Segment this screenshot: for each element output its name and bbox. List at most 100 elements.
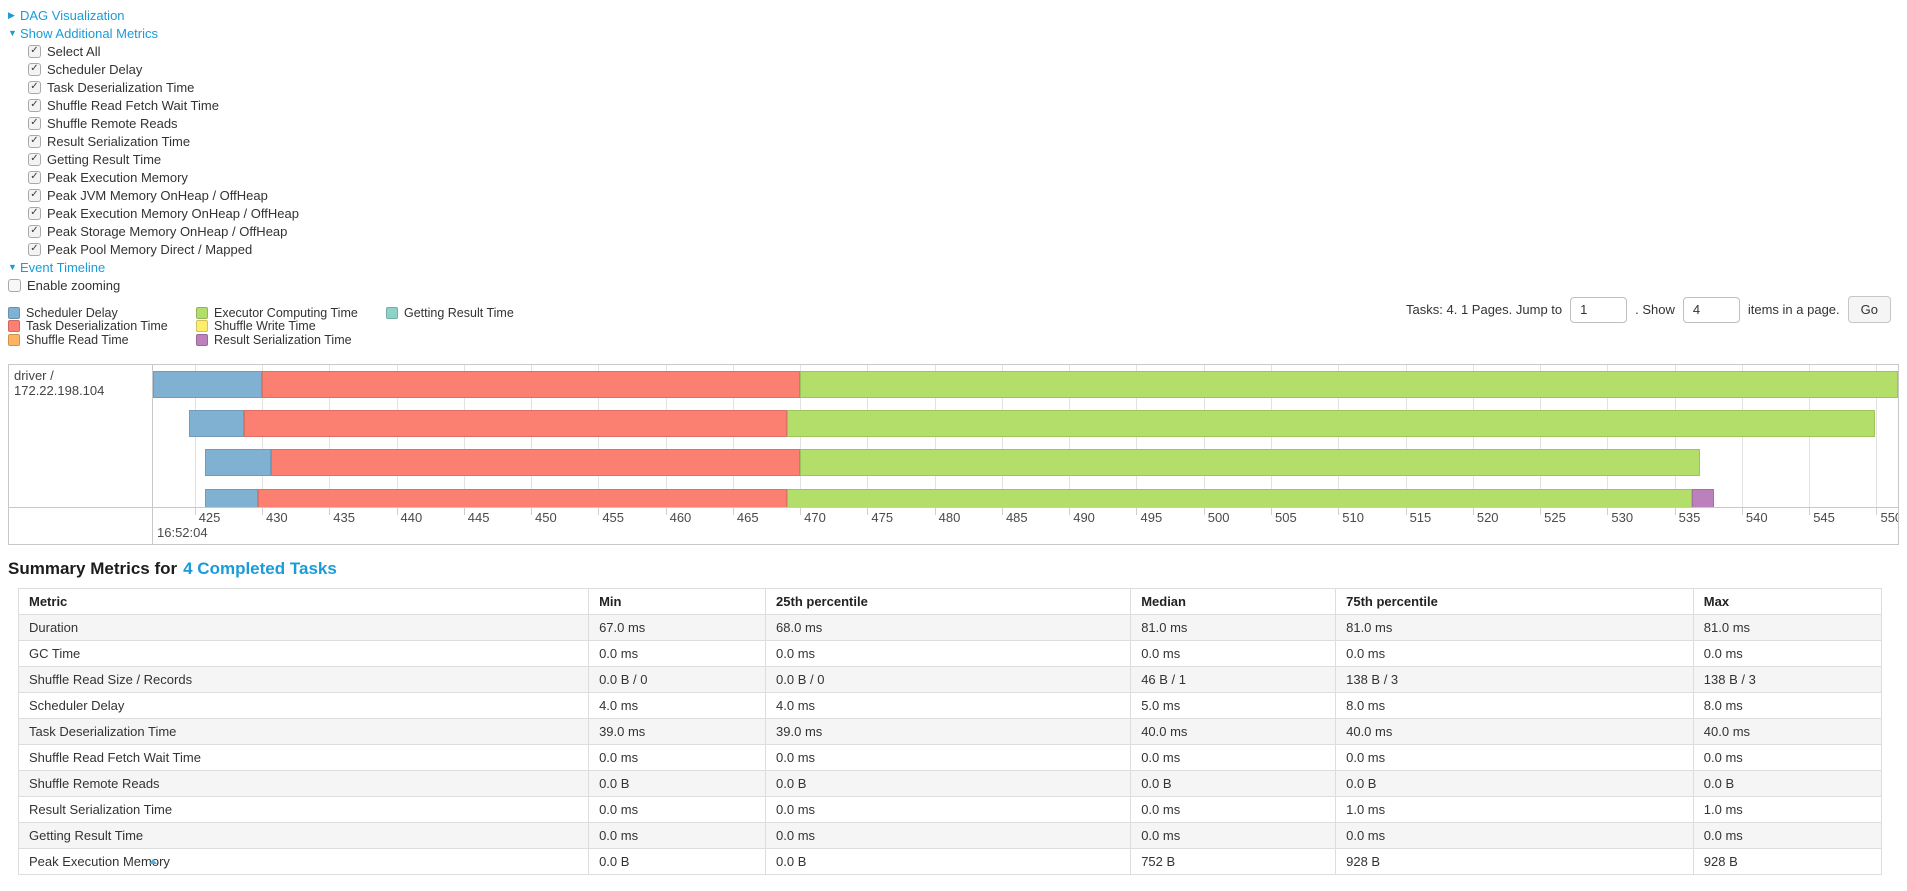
axis-tick [1069, 508, 1071, 515]
executor-row-label: driver / 172.22.198.104 [9, 365, 153, 544]
legend-item: Getting Result Time [386, 306, 514, 320]
page-size-input[interactable] [1682, 296, 1740, 323]
clipped-toggle-arrow-icon [149, 859, 157, 864]
task-bar-segment-task-deserialization [257, 489, 787, 507]
table-cell: 928 B [1335, 848, 1694, 875]
metric-checkbox-row: ✓ Shuffle Remote Reads [8, 114, 1899, 132]
items-in-page-text: items in a page. [1747, 302, 1840, 317]
table-cell: 138 B / 3 [1692, 666, 1883, 693]
event-timeline-toggle[interactable]: ▼ Event Timeline [8, 258, 1899, 276]
table-row: Getting Result Time 0.0 ms 0.0 ms 0.0 ms 0.0… [17, 822, 1883, 849]
axis-tick-label: 435 [333, 510, 355, 525]
table-cell: 138 B / 3 [1335, 666, 1694, 693]
legend-column: Scheduler Delay Task Deserialization Time… [8, 306, 196, 347]
timeline-legend: Scheduler Delay Task Deserialization Time… [8, 306, 1899, 347]
table-cell: 0.0 ms [1335, 640, 1694, 667]
metric-checkbox[interactable]: ✓ [28, 80, 41, 94]
table-cell: 0.0 ms [1130, 744, 1337, 771]
table-cell: Getting Result Time [17, 822, 590, 849]
dag-visualization-toggle[interactable]: ▶ DAG Visualization [8, 6, 1899, 24]
axis-tick [1809, 508, 1811, 515]
table-cell: 0.0 B [588, 848, 767, 875]
show-additional-metrics-toggle[interactable]: ▼ Show Additional Metrics [8, 24, 1899, 42]
table-cell: 67.0 ms [588, 614, 767, 641]
table-header-cell: 25th percentile [765, 588, 1132, 615]
legend-item: Result Serialization Time [196, 333, 386, 347]
table-cell: 0.0 ms [1692, 640, 1883, 667]
axis-tick-label: 450 [535, 510, 557, 525]
legend-swatch [196, 333, 208, 346]
table-header-row: Metric Min 25th percentile Median 75th perce… [17, 588, 1883, 615]
metric-checkbox[interactable]: ✓ [28, 206, 41, 220]
task-bar-segment-result-serialization [1692, 489, 1714, 507]
table-cell: 0.0 ms [588, 640, 767, 667]
metric-checkbox-row: ✓ Peak Execution Memory OnHeap / OffHeap [8, 204, 1899, 222]
axis-tick [732, 508, 734, 515]
metric-checkbox-row: ✓ Peak Pool Memory Direct / Mapped [8, 240, 1899, 258]
axis-tick-label: 550 [1880, 510, 1898, 525]
axis-tick-label: 535 [1678, 510, 1701, 525]
legend-swatch [196, 306, 208, 319]
legend-label: Result Serialization Time [214, 332, 352, 347]
table-row: Scheduler Delay 4.0 ms 4.0 ms 5.0 ms 8.0 ms 8… [17, 692, 1883, 719]
table-cell: 0.0 ms [588, 744, 767, 771]
table-cell: 0.0 ms [765, 796, 1132, 823]
timeline-header: Scheduler Delay Task Deserialization Time… [8, 296, 1899, 360]
table-cell: 39.0 ms [588, 718, 767, 745]
legend-column: Executor Computing Time Shuffle Write Tim… [196, 306, 386, 347]
metric-checkbox[interactable]: ✓ [28, 134, 41, 148]
task-bar-segment-scheduler-delay [205, 449, 272, 476]
table-cell: Peak Execution Memory [17, 848, 590, 875]
task-bar-segment-executor-computing [800, 371, 1898, 398]
table-cell: 0.0 B [1692, 770, 1883, 797]
table-row: Shuffle Remote Reads 0.0 B 0.0 B 0.0 B 0.0 B… [17, 770, 1883, 797]
metric-checkbox[interactable]: ✓ [28, 152, 41, 166]
timeline-plot-area [153, 365, 1898, 507]
jump-to-page-input[interactable] [1570, 296, 1628, 323]
axis-tick-label: 485 [1005, 510, 1028, 525]
go-button[interactable]: Go [1847, 296, 1891, 323]
metric-checkbox-label: Scheduler Delay [47, 61, 143, 77]
legend-swatch [8, 320, 20, 333]
metric-checkbox[interactable]: ✓ [28, 188, 41, 202]
metric-checkbox-row: ✓ Peak JVM Memory OnHeap / OffHeap [8, 186, 1899, 204]
metric-checkbox[interactable]: ✓ [28, 242, 41, 256]
axis-tick-label: 500 [1207, 510, 1230, 525]
metric-checkbox[interactable]: ✓ [28, 170, 41, 184]
enable-zooming-checkbox[interactable] [8, 278, 21, 292]
table-cell: Shuffle Read Fetch Wait Time [17, 744, 590, 771]
metric-checkbox-label: Select All [47, 43, 101, 59]
axis-tick [1674, 508, 1676, 515]
legend-label: Task Deserialization Time [26, 319, 168, 334]
table-cell: 8.0 ms [1335, 692, 1694, 719]
axis-tick-label: 510 [1342, 510, 1364, 525]
axis-tick-label: 440 [400, 510, 423, 525]
table-cell: Result Serialization Time [17, 796, 590, 823]
axis-tick [1338, 508, 1340, 515]
table-cell: 0.0 B [1130, 770, 1337, 797]
table-row: GC Time 0.0 ms 0.0 ms 0.0 ms 0.0 ms 0.0 ms [17, 640, 1883, 667]
task-bar-segment-executor-computing [786, 410, 1876, 437]
table-cell: 0.0 B [588, 770, 767, 797]
metric-checkbox[interactable]: ✓ [28, 62, 41, 76]
table-cell: 81.0 ms [1130, 614, 1337, 641]
table-cell: Duration [17, 614, 590, 641]
legend-column: Getting Result Time [386, 306, 514, 347]
axis-tick [194, 508, 196, 515]
metric-checkbox[interactable]: ✓ [28, 98, 41, 112]
table-cell: 0.0 B / 0 [765, 666, 1132, 693]
metric-checkbox[interactable]: ✓ [28, 44, 41, 58]
completed-tasks-link[interactable]: 4 Completed Tasks [183, 559, 337, 578]
metric-checkbox-label: Peak Execution Memory OnHeap / OffHeap [47, 205, 299, 221]
metric-checkbox-row: ✓ Getting Result Time [8, 150, 1899, 168]
table-cell: 0.0 B [765, 770, 1132, 797]
legend-item: Executor Computing Time [196, 306, 386, 320]
metric-checkbox[interactable]: ✓ [28, 116, 41, 130]
dag-visualization-label: DAG Visualization [20, 7, 125, 23]
table-cell: 0.0 ms [588, 822, 767, 849]
legend-item: Scheduler Delay [8, 306, 196, 320]
metric-checkbox[interactable]: ✓ [28, 224, 41, 238]
axis-tick-label: 425 [198, 510, 221, 525]
table-header-cell: Max [1692, 588, 1883, 615]
table-cell: Task Deserialization Time [17, 718, 590, 745]
